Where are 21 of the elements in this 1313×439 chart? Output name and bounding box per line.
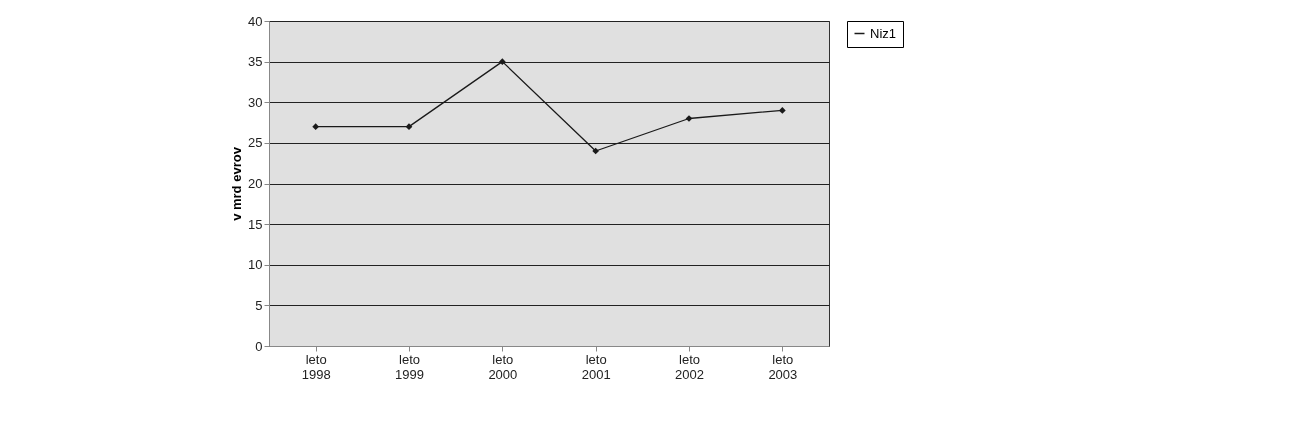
y-tick-label: 15: [248, 216, 263, 232]
y-tick-label: 30: [248, 94, 263, 110]
y-tick-label: 5: [255, 297, 263, 313]
y-tick-label: 10: [248, 257, 263, 273]
point: [498, 58, 506, 65]
y-tick-label: 25: [248, 135, 263, 151]
x-tick-label: leto 2002: [675, 351, 704, 382]
x-tick-label: leto 2003: [768, 351, 798, 382]
x-tick-label: leto 1998: [301, 351, 331, 382]
point: [592, 147, 600, 155]
x-tick-label: leto 2001: [581, 351, 611, 382]
x-tick-label: leto 2000: [488, 351, 518, 382]
y-tick-label: 35: [248, 54, 263, 70]
x-tick-label: leto 1999: [395, 351, 424, 382]
legend-label: Niz1: [870, 25, 897, 41]
y-tick-label: 0: [255, 338, 263, 354]
point: [312, 123, 320, 130]
point: [778, 107, 786, 114]
y-axis-title: v mrd evrov: [229, 146, 245, 221]
y-tick-label: 40: [248, 13, 263, 29]
y-tick-label: 20: [248, 176, 263, 191]
